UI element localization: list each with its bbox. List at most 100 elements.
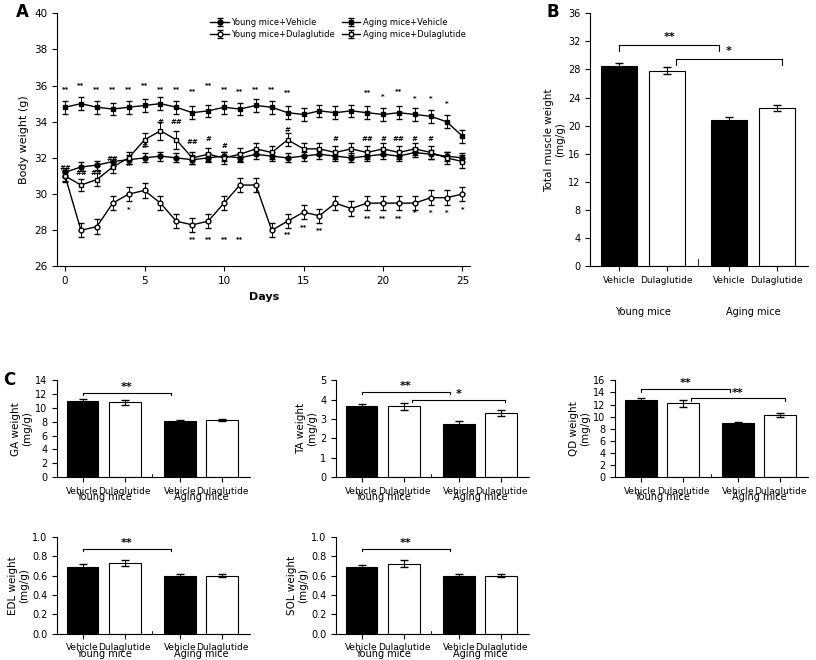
Text: **: ** bbox=[395, 88, 402, 94]
Text: Aging mice: Aging mice bbox=[732, 492, 787, 502]
Bar bbox=[649, 71, 685, 267]
Text: Young mice: Young mice bbox=[76, 649, 131, 659]
Text: B: B bbox=[547, 3, 560, 21]
Text: #: # bbox=[205, 135, 211, 142]
Bar bbox=[67, 568, 99, 634]
Text: A: A bbox=[16, 3, 29, 21]
Text: *: * bbox=[456, 389, 462, 399]
Text: #: # bbox=[380, 135, 386, 142]
Text: #: # bbox=[142, 143, 148, 149]
Text: Young mice: Young mice bbox=[615, 307, 671, 317]
Text: **: ** bbox=[284, 232, 291, 238]
Y-axis label: TA weight
(mg/g): TA weight (mg/g) bbox=[296, 403, 317, 454]
Bar bbox=[765, 414, 796, 477]
Text: **: ** bbox=[252, 86, 259, 93]
Text: *: * bbox=[445, 101, 449, 108]
Text: **: ** bbox=[141, 83, 149, 89]
Text: *: * bbox=[445, 211, 449, 216]
Bar bbox=[443, 424, 475, 477]
Text: **: ** bbox=[284, 90, 291, 96]
Bar bbox=[759, 108, 795, 267]
Text: *: * bbox=[726, 46, 732, 56]
Bar bbox=[722, 423, 754, 477]
Text: **: ** bbox=[188, 238, 196, 244]
Y-axis label: GA weight
(mg/g): GA weight (mg/g) bbox=[11, 402, 33, 455]
Text: #: # bbox=[126, 161, 131, 167]
Text: **: ** bbox=[300, 225, 307, 231]
X-axis label: Days: Days bbox=[249, 292, 279, 302]
Text: **: ** bbox=[220, 238, 228, 244]
Y-axis label: EDL weight
(mg/g): EDL weight (mg/g) bbox=[7, 556, 29, 614]
Text: *: * bbox=[461, 207, 464, 213]
Text: #: # bbox=[285, 127, 290, 133]
Text: #: # bbox=[221, 143, 227, 149]
Bar bbox=[67, 401, 99, 477]
Text: ##: ## bbox=[75, 170, 86, 176]
Text: **: ** bbox=[679, 378, 691, 389]
Bar bbox=[388, 407, 419, 477]
Text: *: * bbox=[413, 96, 417, 102]
Text: C: C bbox=[3, 371, 16, 389]
Text: **: ** bbox=[188, 88, 196, 94]
Text: **: ** bbox=[205, 83, 212, 89]
Text: ##: ## bbox=[171, 119, 182, 125]
Text: ##: ## bbox=[91, 170, 103, 176]
Text: Aging mice: Aging mice bbox=[453, 492, 508, 502]
Text: #: # bbox=[412, 135, 418, 142]
Bar bbox=[667, 403, 698, 477]
Text: *: * bbox=[381, 94, 385, 100]
Text: **: ** bbox=[121, 382, 133, 392]
Text: Young mice: Young mice bbox=[76, 492, 131, 502]
Bar bbox=[206, 420, 238, 477]
Text: **: ** bbox=[363, 216, 370, 222]
Text: **: ** bbox=[93, 86, 100, 93]
Text: Aging mice: Aging mice bbox=[453, 649, 508, 659]
Y-axis label: Total muscle weight
(mg/g): Total muscle weight (mg/g) bbox=[543, 88, 565, 191]
Text: **: ** bbox=[205, 238, 212, 244]
Text: #: # bbox=[428, 135, 433, 142]
Text: **: ** bbox=[400, 381, 412, 391]
Text: **: ** bbox=[125, 86, 132, 93]
Text: *: * bbox=[126, 207, 131, 213]
Text: **: ** bbox=[363, 90, 370, 96]
Text: ##: ## bbox=[60, 164, 71, 170]
Text: **: ** bbox=[220, 86, 228, 93]
Text: **: ** bbox=[379, 216, 387, 222]
Text: ##: ## bbox=[361, 135, 373, 142]
Text: #: # bbox=[332, 135, 339, 142]
Text: Young mice: Young mice bbox=[634, 492, 690, 502]
Text: *: * bbox=[429, 96, 432, 102]
Y-axis label: QD weight
(mg/g): QD weight (mg/g) bbox=[569, 401, 591, 456]
Bar bbox=[625, 401, 657, 477]
Text: **: ** bbox=[237, 238, 243, 244]
Bar bbox=[443, 576, 475, 634]
Text: **: ** bbox=[316, 228, 323, 234]
Bar bbox=[486, 576, 517, 634]
Bar bbox=[346, 568, 378, 634]
Y-axis label: Body weight (g): Body weight (g) bbox=[19, 96, 29, 184]
Text: **: ** bbox=[732, 387, 744, 397]
Text: Aging mice: Aging mice bbox=[725, 307, 780, 317]
Text: Aging mice: Aging mice bbox=[174, 649, 228, 659]
Legend: Young mice+Vehicle, Young mice+Dulaglutide, Aging mice+Vehicle, Aging mice+Dulag: Young mice+Vehicle, Young mice+Dulagluti… bbox=[207, 15, 468, 42]
Text: **: ** bbox=[173, 86, 180, 93]
Text: Aging mice: Aging mice bbox=[174, 492, 228, 502]
Y-axis label: SOL weight
(mg/g): SOL weight (mg/g) bbox=[286, 556, 308, 615]
Text: **: ** bbox=[61, 86, 69, 93]
Bar bbox=[206, 576, 238, 634]
Bar bbox=[346, 407, 378, 477]
Bar bbox=[486, 413, 517, 477]
Text: Young mice: Young mice bbox=[355, 649, 410, 659]
Text: ##: ## bbox=[107, 156, 118, 162]
Bar bbox=[388, 564, 419, 634]
Text: #: # bbox=[157, 119, 163, 125]
Text: **: ** bbox=[109, 86, 117, 93]
Text: **: ** bbox=[395, 216, 402, 222]
Bar bbox=[109, 563, 140, 634]
Text: ##: ## bbox=[186, 139, 198, 145]
Text: **: ** bbox=[237, 88, 243, 94]
Bar bbox=[109, 403, 140, 477]
Bar bbox=[164, 576, 196, 634]
Bar bbox=[711, 120, 747, 267]
Text: ##: ## bbox=[393, 135, 405, 142]
